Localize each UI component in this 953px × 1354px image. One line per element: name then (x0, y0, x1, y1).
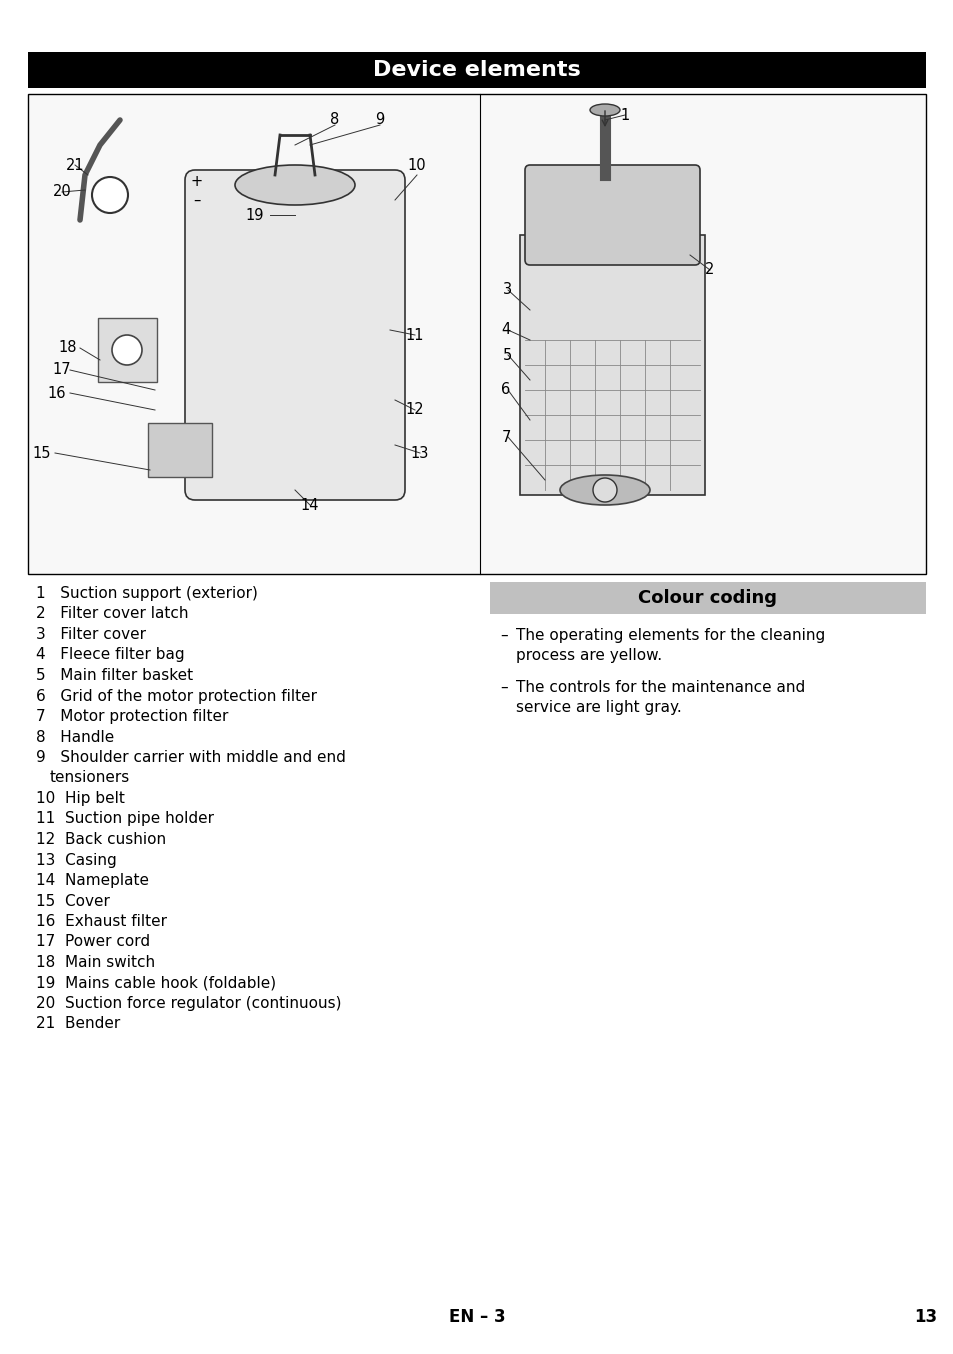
Text: 4   Fleece filter bag: 4 Fleece filter bag (36, 647, 185, 662)
Text: 20: 20 (52, 184, 71, 199)
Text: 6   Grid of the motor protection filter: 6 Grid of the motor protection filter (36, 688, 316, 704)
Circle shape (593, 478, 617, 502)
Text: The operating elements for the cleaning
process are yellow.: The operating elements for the cleaning … (516, 628, 824, 663)
FancyBboxPatch shape (185, 171, 405, 500)
Text: Colour coding: Colour coding (638, 589, 777, 607)
Text: 15: 15 (32, 445, 51, 460)
FancyBboxPatch shape (98, 318, 157, 382)
Text: 18  Main switch: 18 Main switch (36, 955, 155, 969)
Text: 11  Suction pipe holder: 11 Suction pipe holder (36, 811, 213, 826)
Text: 4: 4 (501, 322, 510, 337)
Text: 12: 12 (405, 402, 424, 417)
Ellipse shape (234, 165, 355, 204)
FancyBboxPatch shape (519, 236, 704, 496)
Text: Device elements: Device elements (373, 60, 580, 80)
FancyBboxPatch shape (524, 165, 700, 265)
Text: 6: 6 (501, 382, 510, 398)
FancyBboxPatch shape (148, 422, 212, 477)
Text: 5   Main filter basket: 5 Main filter basket (36, 668, 193, 682)
Text: 14: 14 (300, 497, 319, 513)
Text: 13: 13 (914, 1308, 937, 1326)
Text: 18: 18 (59, 340, 77, 356)
Text: 17: 17 (52, 363, 71, 378)
Text: –: – (499, 628, 507, 643)
Text: 5: 5 (502, 348, 511, 363)
FancyBboxPatch shape (28, 51, 925, 88)
Text: –: – (499, 680, 507, 695)
Text: 19  Mains cable hook (foldable): 19 Mains cable hook (foldable) (36, 975, 275, 991)
Ellipse shape (559, 475, 649, 505)
Text: 15  Cover: 15 Cover (36, 894, 110, 909)
Text: 21  Bender: 21 Bender (36, 1017, 120, 1032)
Text: 3: 3 (503, 283, 512, 298)
Text: 13  Casing: 13 Casing (36, 853, 116, 868)
Text: 17  Power cord: 17 Power cord (36, 934, 150, 949)
Text: 7   Motor protection filter: 7 Motor protection filter (36, 709, 228, 724)
Text: 10: 10 (407, 157, 426, 172)
Text: 8   Handle: 8 Handle (36, 730, 114, 745)
Text: EN – 3: EN – 3 (448, 1308, 505, 1326)
Text: 11: 11 (405, 328, 424, 343)
FancyBboxPatch shape (28, 93, 925, 574)
Text: 2   Filter cover latch: 2 Filter cover latch (36, 607, 189, 621)
Text: 8: 8 (330, 112, 339, 127)
FancyBboxPatch shape (490, 582, 925, 613)
Circle shape (91, 177, 128, 213)
Text: 3   Filter cover: 3 Filter cover (36, 627, 146, 642)
Text: tensioners: tensioners (50, 770, 131, 785)
Text: 2: 2 (704, 263, 714, 278)
Text: 16: 16 (48, 386, 66, 401)
Ellipse shape (589, 104, 619, 116)
Text: +: + (191, 175, 203, 190)
Text: 13: 13 (411, 445, 429, 460)
Text: The controls for the maintenance and
service are light gray.: The controls for the maintenance and ser… (516, 680, 804, 715)
Text: 14  Nameplate: 14 Nameplate (36, 873, 149, 888)
Text: 9   Shoulder carrier with middle and end: 9 Shoulder carrier with middle and end (36, 750, 346, 765)
Text: 21: 21 (66, 157, 84, 172)
Text: 1: 1 (619, 107, 629, 122)
Text: 10  Hip belt: 10 Hip belt (36, 791, 125, 806)
Text: 9: 9 (375, 112, 384, 127)
Text: 1   Suction support (exterior): 1 Suction support (exterior) (36, 586, 257, 601)
Text: 20  Suction force regulator (continuous): 20 Suction force regulator (continuous) (36, 997, 341, 1011)
Text: 16  Exhaust filter: 16 Exhaust filter (36, 914, 167, 929)
Text: –: – (193, 192, 200, 207)
Circle shape (112, 334, 142, 366)
Text: 7: 7 (500, 429, 510, 444)
Text: 12  Back cushion: 12 Back cushion (36, 831, 166, 848)
Text: 19: 19 (246, 207, 264, 222)
